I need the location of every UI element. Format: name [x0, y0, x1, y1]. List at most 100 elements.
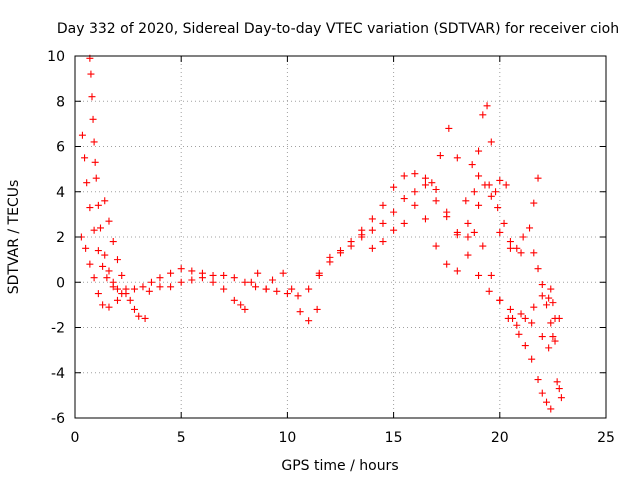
- data-point: [347, 242, 355, 250]
- data-point: [530, 199, 538, 207]
- y-tick-label: -2: [51, 321, 65, 337]
- data-point: [326, 253, 334, 261]
- data-point: [509, 314, 517, 322]
- series-6: [315, 102, 525, 277]
- data-point: [220, 285, 228, 293]
- data-point: [538, 333, 546, 341]
- data-point: [313, 305, 321, 313]
- series-10: [509, 314, 555, 413]
- data-point: [390, 183, 398, 191]
- data-point: [530, 303, 538, 311]
- data-point: [109, 283, 117, 291]
- data-point: [113, 256, 121, 264]
- data-point: [90, 274, 98, 282]
- data-point: [519, 233, 527, 241]
- data-point: [269, 276, 277, 284]
- data-point: [89, 115, 97, 123]
- data-point: [122, 285, 130, 293]
- y-tick-label: 6: [56, 140, 65, 156]
- x-axis-label: GPS time / hours: [281, 458, 398, 474]
- data-point: [547, 319, 555, 327]
- data-point: [147, 278, 155, 286]
- data-point: [94, 201, 102, 209]
- series-9: [468, 161, 542, 252]
- y-tick-label: 2: [56, 230, 65, 246]
- data-point: [453, 231, 461, 239]
- data-point: [443, 260, 451, 268]
- data-point: [86, 260, 94, 268]
- data-point: [462, 197, 470, 205]
- data-point: [220, 271, 228, 279]
- data-point: [230, 296, 238, 304]
- data-point: [294, 292, 302, 300]
- y-axis-label: SDTVAR / TECUs: [6, 180, 22, 295]
- data-point: [534, 376, 542, 384]
- data-point: [506, 244, 514, 252]
- data-point: [145, 287, 153, 295]
- data-point: [390, 226, 398, 234]
- data-point: [400, 219, 408, 227]
- data-point: [496, 296, 504, 304]
- data-point: [557, 394, 565, 402]
- data-point: [105, 267, 113, 275]
- data-point: [368, 244, 376, 252]
- data-point: [530, 249, 538, 257]
- data-point: [453, 267, 461, 275]
- data-point: [432, 185, 440, 193]
- axis-ticks: 0 5 10 15 20 25 -6 -4 -2 0 2 4 6 8 10: [47, 49, 615, 446]
- y-tick-label: -6: [51, 411, 65, 427]
- data-series: [77, 54, 565, 413]
- data-point: [101, 251, 109, 259]
- data-point: [86, 204, 94, 212]
- data-point: [156, 274, 164, 282]
- data-point: [528, 319, 536, 327]
- data-point: [545, 344, 553, 352]
- data-point: [468, 161, 476, 169]
- data-point: [481, 181, 489, 189]
- data-point: [96, 224, 104, 232]
- data-point: [464, 219, 472, 227]
- data-point: [528, 355, 536, 363]
- data-point: [506, 305, 514, 313]
- x-tick-label: 5: [177, 430, 186, 446]
- data-point: [464, 251, 472, 259]
- data-point: [492, 188, 500, 196]
- data-point: [502, 181, 510, 189]
- data-point: [167, 283, 175, 291]
- data-point: [421, 174, 429, 182]
- data-point: [432, 197, 440, 205]
- data-point: [526, 224, 534, 232]
- data-point: [443, 208, 451, 216]
- series-12: [547, 285, 565, 402]
- data-point: [101, 197, 109, 205]
- data-point: [390, 208, 398, 216]
- y-tick-label: 10: [47, 49, 65, 65]
- data-point: [428, 179, 436, 187]
- data-point: [90, 138, 98, 146]
- data-point: [305, 317, 313, 325]
- data-point: [379, 238, 387, 246]
- data-point: [315, 269, 323, 277]
- data-point: [177, 278, 185, 286]
- data-point: [368, 226, 376, 234]
- data-point: [487, 192, 495, 200]
- data-point: [494, 204, 502, 212]
- data-point: [87, 70, 95, 78]
- data-point: [470, 188, 478, 196]
- data-point: [83, 179, 91, 187]
- data-point: [188, 276, 196, 284]
- data-point: [92, 174, 100, 182]
- data-point: [379, 219, 387, 227]
- data-point: [103, 274, 111, 282]
- data-point: [534, 265, 542, 273]
- data-point: [421, 215, 429, 223]
- data-point: [188, 267, 196, 275]
- series-8: [428, 124, 553, 329]
- data-point: [88, 93, 96, 101]
- data-point: [241, 278, 249, 286]
- data-point: [283, 290, 291, 298]
- data-point: [487, 138, 495, 146]
- data-point: [400, 172, 408, 180]
- data-point: [475, 201, 483, 209]
